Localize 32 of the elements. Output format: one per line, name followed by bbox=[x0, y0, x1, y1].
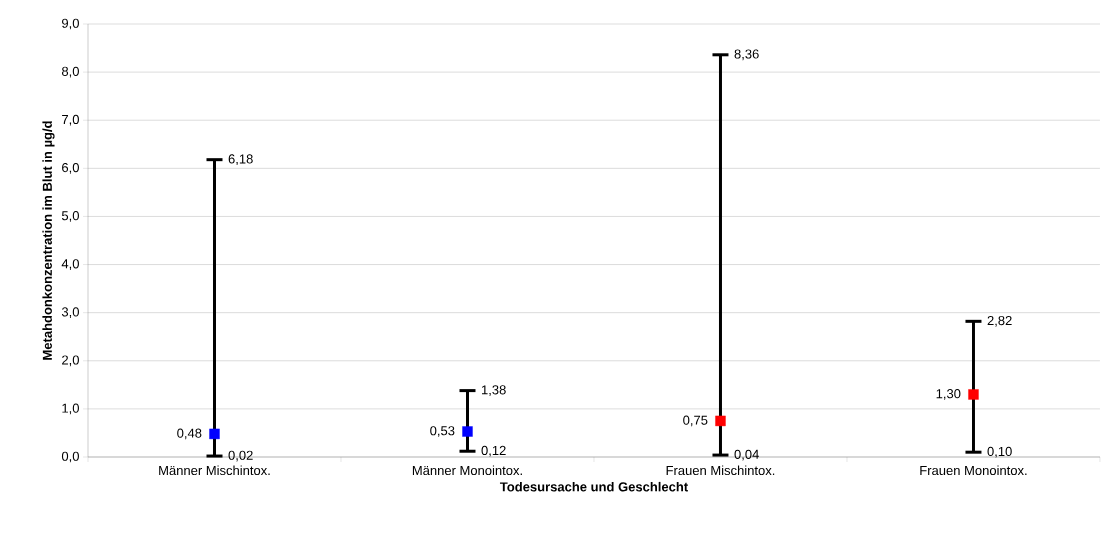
point bbox=[715, 415, 726, 427]
y-tick-label: 5,0 bbox=[61, 211, 79, 222]
x-tick-label: Frauen Mischintox. bbox=[666, 465, 775, 476]
x-tick-label: Männer Monointox. bbox=[412, 465, 522, 476]
y-tick-label: 1,0 bbox=[62, 403, 79, 415]
data-label: 0,53 bbox=[430, 426, 455, 437]
x-tick-label: Männer Mischintox. bbox=[159, 465, 270, 476]
annotation: 0,04 bbox=[734, 449, 759, 461]
data-label: 0,75 bbox=[683, 415, 708, 427]
y-tick-label: 0,0 bbox=[61, 451, 79, 463]
y-tick-label: 3,0 bbox=[61, 307, 79, 319]
point bbox=[968, 389, 979, 400]
y-axis-title: Metahdonkonzentration im Blut in µg/d bbox=[42, 121, 55, 360]
y-tick-label: 4,0 bbox=[61, 259, 79, 270]
data-label: 1,30 bbox=[936, 389, 961, 400]
annotation: 1,38 bbox=[481, 385, 506, 396]
x-tick-label: Frauen Monointox. bbox=[920, 465, 1027, 476]
y-tick-label: 6,0 bbox=[62, 162, 79, 174]
y-tick-label: 2,0 bbox=[62, 355, 79, 367]
annotation: 2,82 bbox=[987, 315, 1012, 327]
x-axis-title: Todesursache und Geschlecht bbox=[499, 481, 688, 492]
y-tick-label: 9,0 bbox=[62, 18, 79, 30]
annotation: 0,12 bbox=[481, 445, 506, 457]
y-tick-label: 7,0 bbox=[62, 114, 79, 126]
annotation: 0,02 bbox=[228, 450, 253, 462]
point bbox=[209, 428, 220, 440]
annotation: 0,10 bbox=[987, 446, 1012, 458]
data-label: 0,48 bbox=[177, 428, 202, 440]
y-tick-label: 8,0 bbox=[61, 66, 79, 78]
point bbox=[462, 426, 473, 437]
annotation: 8,36 bbox=[734, 49, 759, 61]
annotation: 6,18 bbox=[228, 154, 253, 166]
